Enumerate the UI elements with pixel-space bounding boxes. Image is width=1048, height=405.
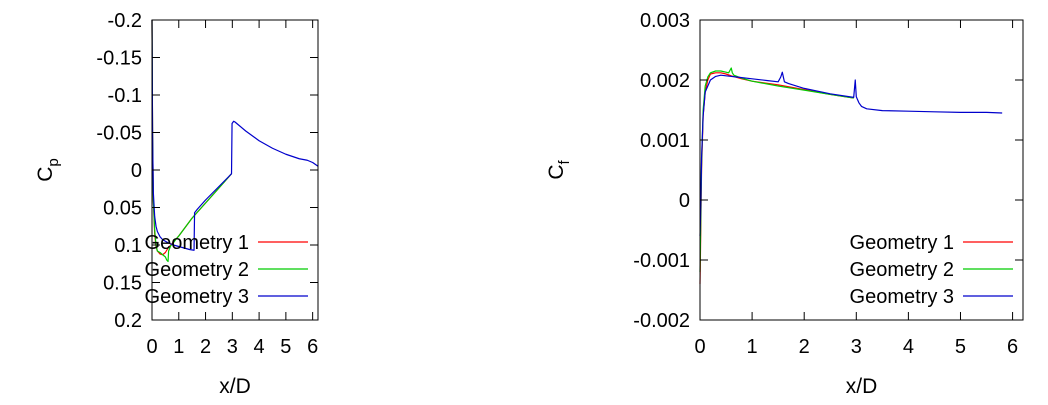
- cp-y-tick-label: -0.2: [108, 10, 142, 32]
- cp-y-axis-label-subscript: p: [45, 158, 62, 166]
- cf-y-tick-label: 0: [679, 190, 690, 212]
- cf-plot-frame: [699, 19, 1024, 321]
- cf-x-axis-label: x/D: [846, 375, 878, 398]
- cp-y-tick-label: -0.15: [96, 48, 142, 70]
- cp-x-tick-label: 3: [227, 336, 238, 358]
- cf-x-tick-label: 0: [694, 336, 705, 358]
- cf-series-geometry-1: [699, 72, 854, 285]
- cf-x-tick-label: 1: [747, 336, 758, 358]
- cp-y-tick-label: 0: [131, 160, 142, 182]
- cf-series-geometry-2: [699, 67, 854, 273]
- cf-x-tick-label: 5: [955, 336, 966, 358]
- cf-x-tick-label: 6: [1007, 336, 1018, 358]
- cp-x-tick-label: 5: [280, 336, 291, 358]
- cf-y-axis-label: Cf: [545, 160, 573, 180]
- cp-y-axis-label-main: C: [34, 167, 57, 182]
- cf-legend-label-geometry-2: Geometry 2: [850, 259, 954, 281]
- cf-x-tick-label: 4: [903, 336, 914, 358]
- cp-series-geometry-3: [151, 19, 319, 251]
- cp-chart: 0 1 2 3 4 5 6-0.2-0.15-0.1-0.0500.050.10.150.2…: [34, 10, 319, 398]
- cp-y-tick-label: -0.05: [96, 123, 142, 145]
- cp-x-tick-label: 4: [254, 336, 265, 358]
- cp-x-tick-label: 0: [146, 336, 157, 358]
- cp-legend-label-geometry-2: Geometry 2: [145, 259, 249, 281]
- cp-y-tick-label: 0.1: [114, 235, 142, 257]
- cf-y-tick-label: 0.001: [640, 130, 690, 152]
- cf-y-tick-label: 0.003: [640, 10, 690, 32]
- cp-y-tick-label: 0.05: [103, 198, 142, 220]
- cf-chart: 0 1 2 3 4 5 6 -0.002 -0.001 0 0.001 0.002 0.003 x/D Cf…: [545, 10, 1024, 398]
- cp-y-tick-label: 0.15: [103, 273, 142, 295]
- cp-series-geometry-2: [151, 19, 232, 263]
- cf-x-tick-label: 2: [799, 336, 810, 358]
- cf-y-tick-label: 0.002: [640, 70, 690, 92]
- cf-legend-label-geometry-1: Geometry 1: [850, 232, 954, 254]
- cp-x-tick-label: 6: [307, 336, 318, 358]
- cf-legend-label-geometry-3: Geometry 3: [850, 286, 954, 308]
- cf-y-tick-label: -0.001: [633, 250, 690, 272]
- cf-series-geometry-3: [699, 71, 1003, 237]
- cp-y-tick-label: 0.2: [114, 310, 142, 332]
- cp-x-axis-label: x/D: [219, 375, 251, 398]
- cp-legend-label-geometry-3: Geometry 3: [145, 286, 249, 308]
- cp-y-axis-label: Cp: [34, 158, 62, 182]
- cp-x-tick-label: 1: [173, 336, 184, 358]
- cf-y-axis-label-subscript: f: [556, 160, 573, 165]
- cp-legend-label-geometry-1: Geometry 1: [145, 232, 249, 254]
- cf-x-tick-label: 3: [851, 336, 862, 358]
- cp-x-tick-label: 2: [200, 336, 211, 358]
- cp-y-tick-label: -0.1: [108, 85, 142, 107]
- cf-y-axis-label-main: C: [545, 165, 568, 180]
- cf-y-tick-label: -0.002: [633, 310, 690, 332]
